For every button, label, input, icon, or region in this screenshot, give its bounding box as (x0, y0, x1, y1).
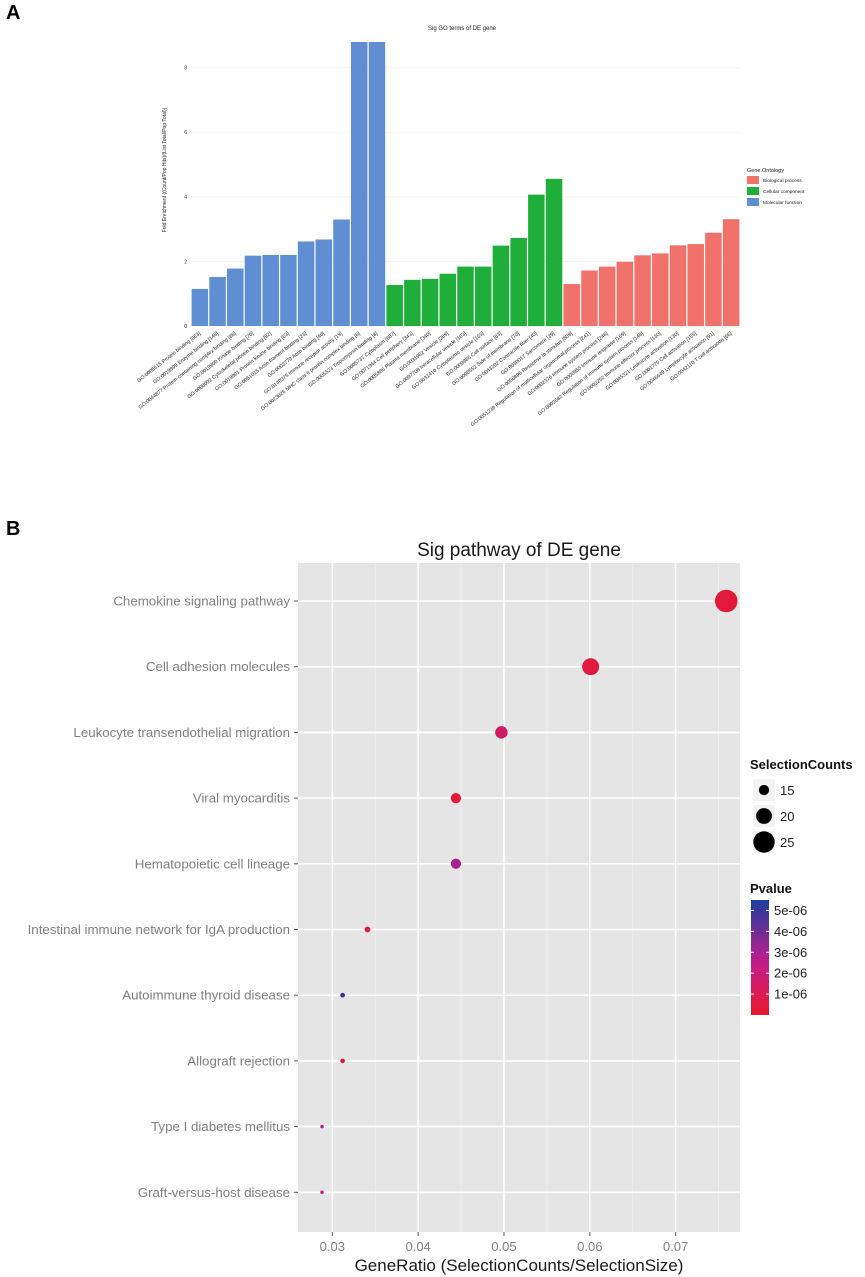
chart-a-y-axis-label: Fold Enrichment ((Count/Pop Hits)/(List … (162, 107, 168, 232)
chart-b-y-tick-label: Hematopoietic cell lineage (135, 856, 290, 871)
go-terms-bar-chart: Sig GO terms of DE gene Fold Enrichment … (136, 26, 805, 428)
size-legend-dot (756, 808, 772, 824)
chart-b-x-tick-label: 0.04 (405, 1239, 430, 1254)
chart-b-x-tick-label: 0.07 (663, 1239, 688, 1254)
legend-label-cellular-component: Cellular component (763, 189, 805, 195)
size-legend-label: 20 (780, 809, 794, 824)
chart-a-bar (457, 266, 474, 326)
chart-a-bar (404, 279, 421, 326)
panel-label-a: A (6, 2, 21, 24)
color-legend-label: 3e-06 (774, 945, 807, 960)
chart-a-y-tick-label: 6 (184, 130, 187, 136)
chart-a-bar (439, 273, 457, 326)
chart-b-y-tick-label: Type I diabetes mellitus (151, 1119, 290, 1134)
chart-a-bar (722, 219, 740, 326)
size-legend-dot (758, 784, 770, 796)
chart-a-bar (191, 288, 209, 326)
chart-b-plot-area (298, 563, 740, 1232)
chart-b-size-legend: SelectionCounts 15 20 25 (750, 757, 853, 853)
color-legend-bar (751, 900, 769, 1015)
size-legend-dot (753, 831, 775, 853)
legend-swatch-biological-process (747, 176, 759, 184)
chart-a-bar (474, 266, 492, 326)
chart-b-y-tick-label: Autoimmune thyroid disease (122, 988, 290, 1003)
legend-swatch-cellular-component (747, 187, 759, 195)
legend-label-molecular-function: Molecular function (763, 200, 802, 206)
chart-a-bar (333, 219, 350, 326)
chart-a-bar (368, 42, 386, 326)
chart-b-x-tick-label: 0.05 (491, 1239, 516, 1254)
chart-a-y-tick-label: 2 (184, 259, 187, 265)
chart-b-x-tick-label: 0.06 (577, 1239, 602, 1254)
chart-a-bar (315, 239, 333, 326)
chart-a-bar (652, 253, 669, 326)
chart-b-y-tick-label: Intestinal immune network for IgA produc… (28, 922, 290, 937)
chart-b-x-tick-label: 0.03 (320, 1239, 345, 1254)
chart-b-x-axis-label: GeneRatio (SelectionCounts/SelectionSize… (355, 1256, 684, 1275)
chart-a-bar (280, 255, 297, 326)
chart-a-bar (227, 268, 244, 326)
panel-label-b: B (6, 518, 21, 540)
legend-label-biological-process: Biological process (763, 178, 802, 184)
chart-b-color-legend: Pvalue 1e-06 2e-06 3e-06 4e-06 5e-06 (750, 881, 807, 1015)
chart-a-bar (262, 255, 279, 326)
chart-b-y-tick-label: Cell adhesion molecules (146, 659, 290, 674)
chart-b-point (714, 589, 738, 613)
pathway-dot-plot: Sig pathway of DE gene GeneRatio (Select… (28, 540, 853, 1275)
chart-a-bar (421, 278, 439, 326)
chart-b-point (320, 1190, 324, 1195)
chart-a-bar (598, 266, 616, 326)
chart-a-bar (687, 244, 704, 326)
chart-a-y-tick-label: 0 (184, 324, 187, 330)
chart-a-bar (350, 42, 368, 326)
chart-a-y-tick-label: 8 (184, 66, 187, 72)
size-legend-label: 25 (780, 835, 794, 850)
chart-a-legend: Gene.Ontology Biological process Cellular … (747, 168, 805, 206)
chart-a-bar (563, 284, 581, 326)
chart-a-bar (634, 255, 651, 326)
chart-a-legend-title: Gene.Ontology (747, 168, 784, 174)
chart-b-size-legend-title: SelectionCounts (750, 757, 853, 772)
chart-b-point (340, 992, 345, 998)
chart-a-bar (244, 255, 262, 326)
chart-a-bar (510, 237, 527, 326)
chart-a-bar (297, 241, 315, 326)
color-legend-label: 5e-06 (774, 903, 807, 918)
chart-b-y-tick-label: Leukocyte transendothelial migration (73, 725, 290, 740)
chart-a-bar (616, 261, 634, 326)
chart-a-plot-area: 0 2 4 6 8 (184, 42, 740, 330)
chart-b-point (364, 926, 371, 933)
legend-swatch-molecular-function (747, 198, 759, 206)
chart-b-point (450, 792, 462, 804)
color-legend-label: 4e-06 (774, 924, 807, 939)
chart-b-y-tick-label: Viral myocarditis (193, 791, 291, 806)
chart-a-bar (705, 232, 722, 326)
chart-a-title: Sig GO terms of DE gene (428, 26, 497, 32)
chart-a-bar (669, 245, 687, 326)
chart-a-bar (545, 178, 563, 326)
chart-b-y-tick-label: Graft-versus-host disease (138, 1185, 290, 1200)
chart-a-bar (492, 245, 510, 326)
chart-b-y-tick-label: Chemokine signaling pathway (113, 594, 290, 609)
size-legend-label: 15 (780, 783, 794, 798)
color-legend-label: 1e-06 (774, 987, 807, 1002)
color-legend-label: 2e-06 (774, 966, 807, 981)
chart-a-bar (528, 194, 545, 326)
chart-a-bar (386, 285, 403, 326)
chart-b-point (340, 1058, 345, 1064)
chart-a-bar (209, 276, 226, 326)
chart-b-plot-background (298, 563, 740, 1232)
chart-b-point (582, 658, 600, 676)
chart-b-color-legend-title: Pvalue (750, 881, 792, 896)
chart-b-point (320, 1124, 324, 1129)
chart-b-y-tick-label: Allograft rejection (187, 1053, 290, 1068)
chart-b-point (450, 858, 462, 869)
chart-a-bar (581, 270, 598, 326)
chart-b-point (495, 726, 508, 739)
chart-a-y-tick-label: 4 (184, 195, 187, 201)
chart-b-title: Sig pathway of DE gene (417, 540, 621, 561)
